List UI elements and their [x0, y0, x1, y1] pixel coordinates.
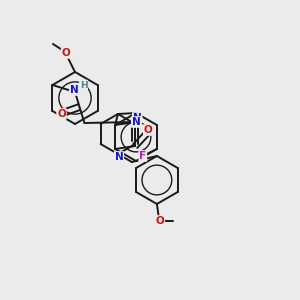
Text: N: N	[133, 113, 142, 123]
Text: N: N	[115, 152, 123, 162]
Text: O: O	[61, 48, 70, 58]
Text: N: N	[70, 85, 79, 95]
Text: F: F	[139, 151, 146, 161]
Text: O: O	[57, 109, 66, 119]
Text: N: N	[132, 117, 141, 127]
Text: O: O	[155, 216, 164, 226]
Text: O: O	[144, 125, 153, 135]
Text: H: H	[80, 80, 87, 89]
